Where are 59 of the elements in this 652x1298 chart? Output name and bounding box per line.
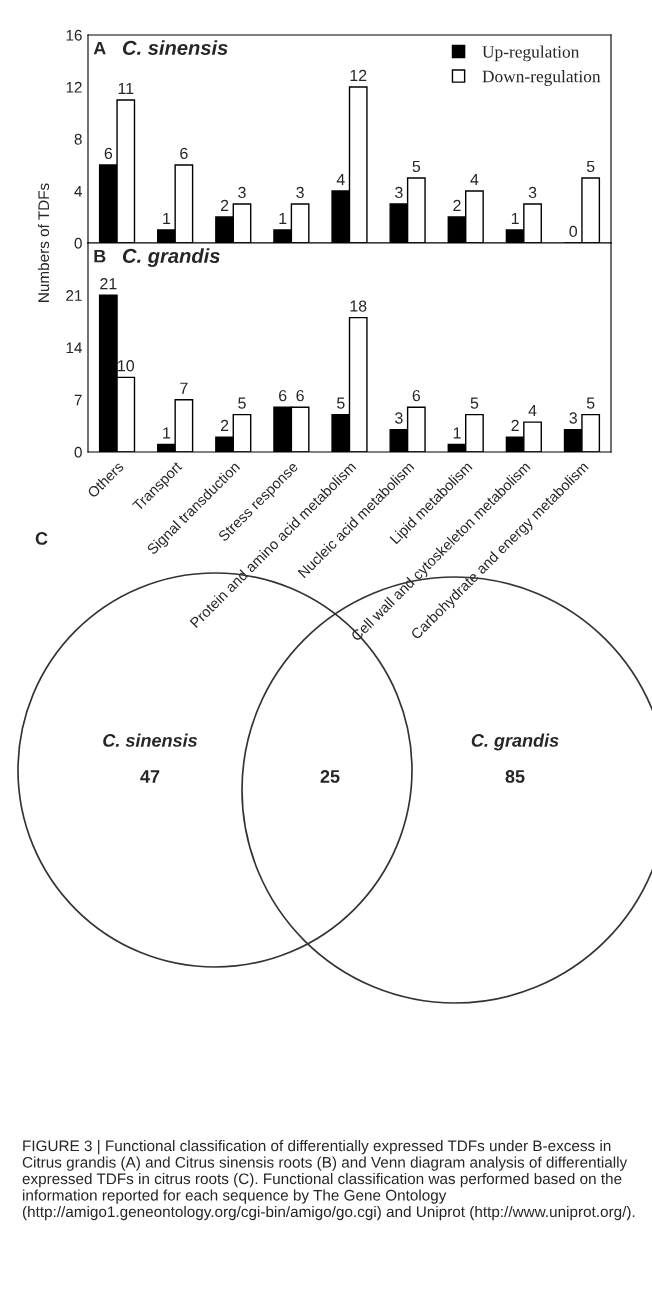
data-label: 6 xyxy=(296,389,304,402)
y-axis-title: Numbers of TDFs xyxy=(37,183,50,302)
data-label: 5 xyxy=(470,397,479,409)
chart-subtitle: C. grandis xyxy=(122,248,220,267)
y-tick-label: 0 xyxy=(74,446,82,458)
data-label: 11 xyxy=(118,82,134,94)
data-label: 7 xyxy=(180,382,188,394)
data-label: 2 xyxy=(220,419,229,431)
y-tick-label: 16 xyxy=(66,29,82,41)
y-tick-label: 0 xyxy=(74,237,82,249)
y-tick-label: 7 xyxy=(74,394,82,406)
data-label: 3 xyxy=(296,186,304,199)
data-label: 6 xyxy=(104,147,113,160)
data-label: 1 xyxy=(453,427,461,439)
legend-label: Up-regulation xyxy=(482,45,580,62)
legend-label: Down-regulation xyxy=(482,70,601,86)
y-tick-label: 8 xyxy=(74,133,82,145)
data-label: 3 xyxy=(569,412,577,424)
data-label: 6 xyxy=(180,147,188,160)
category-label: C. sinensis xyxy=(103,733,198,747)
data-label: 5 xyxy=(238,397,246,409)
data-label: 2 xyxy=(453,199,461,211)
data-label: 1 xyxy=(163,427,171,439)
data-label: 3 xyxy=(238,186,246,199)
data-label: 47 xyxy=(140,770,160,783)
chart-title: A xyxy=(93,41,106,55)
data-label: 10 xyxy=(118,360,135,372)
caption: FIGURE 3 | Functional classification of differentially expressed TDFs under B-excess in Citrus grandis (A) and Citrus sinensis roots (B) and Venn diagram analysis of differentially expressed TDFs in citrus roots (C). Functional classification was performed based on the information reported for each sequence by The Gene Ontology (http://amigo1.geneontology.org/cgi-bin/amigo/go.cgi) and Uniprot (http://www.uniprot.org/). xyxy=(22,1140,635,1221)
chart-title: B xyxy=(94,249,106,263)
data-label: 3 xyxy=(528,186,537,199)
data-label: 21 xyxy=(100,278,117,290)
data-label: 4 xyxy=(470,173,479,185)
data-label: 25 xyxy=(320,770,340,783)
data-label: 85 xyxy=(505,770,525,783)
data-label: 1 xyxy=(511,212,519,224)
y-tick-label: 14 xyxy=(66,342,82,354)
y-tick-label: 21 xyxy=(66,290,82,301)
data-label: 3 xyxy=(395,412,403,424)
y-tick-label: 12 xyxy=(66,81,82,93)
data-label: 6 xyxy=(279,389,287,402)
data-label: 4 xyxy=(336,173,345,185)
data-label: 3 xyxy=(395,186,403,199)
data-label: 5 xyxy=(336,397,345,409)
data-label: 1 xyxy=(279,212,287,224)
chart-subtitle: C. sinensis xyxy=(122,40,228,55)
data-label: 5 xyxy=(412,160,421,173)
data-label: 4 xyxy=(528,405,537,417)
data-label: 12 xyxy=(350,69,367,81)
data-label: 5 xyxy=(586,397,595,409)
text: C xyxy=(35,532,48,545)
data-label: 6 xyxy=(412,389,421,402)
data-label: 18 xyxy=(350,300,367,312)
data-label: 1 xyxy=(163,212,171,224)
data-label: 5 xyxy=(586,160,595,173)
data-label: 2 xyxy=(220,199,229,211)
y-tick-label: 4 xyxy=(74,186,82,197)
data-label: 0 xyxy=(569,225,578,238)
data-label: 2 xyxy=(511,419,519,431)
category-label: C. grandis xyxy=(471,733,559,751)
